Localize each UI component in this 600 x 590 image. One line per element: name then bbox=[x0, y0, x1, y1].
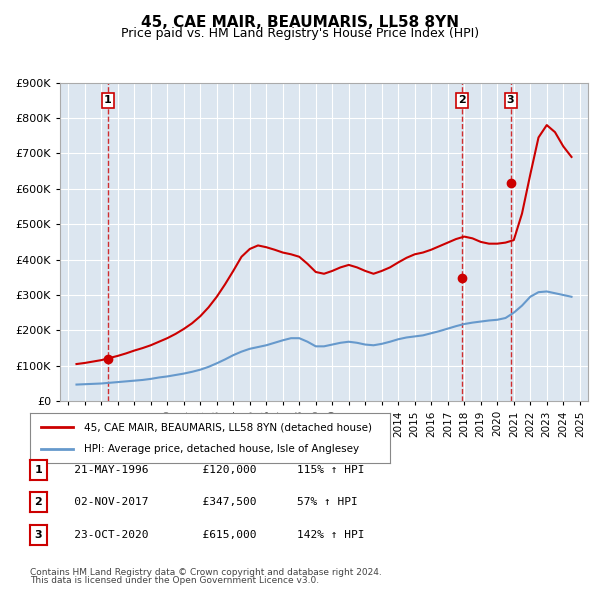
Text: Contains HM Land Registry data © Crown copyright and database right 2024.: Contains HM Land Registry data © Crown c… bbox=[30, 568, 382, 577]
Text: 1: 1 bbox=[104, 96, 112, 106]
Text: 02-NOV-2017        £347,500      57% ↑ HPI: 02-NOV-2017 £347,500 57% ↑ HPI bbox=[54, 497, 358, 507]
Text: 23-OCT-2020        £615,000      142% ↑ HPI: 23-OCT-2020 £615,000 142% ↑ HPI bbox=[54, 530, 365, 539]
Text: 2: 2 bbox=[458, 96, 466, 106]
Text: 1: 1 bbox=[35, 465, 42, 474]
Text: HPI: Average price, detached house, Isle of Anglesey: HPI: Average price, detached house, Isle… bbox=[84, 444, 359, 454]
Text: 45, CAE MAIR, BEAUMARIS, LL58 8YN (detached house): 45, CAE MAIR, BEAUMARIS, LL58 8YN (detac… bbox=[84, 422, 372, 432]
Text: 45, CAE MAIR, BEAUMARIS, LL58 8YN: 45, CAE MAIR, BEAUMARIS, LL58 8YN bbox=[141, 15, 459, 30]
Text: 2: 2 bbox=[35, 497, 42, 507]
Text: 21-MAY-1996        £120,000      115% ↑ HPI: 21-MAY-1996 £120,000 115% ↑ HPI bbox=[54, 465, 365, 474]
Text: Price paid vs. HM Land Registry's House Price Index (HPI): Price paid vs. HM Land Registry's House … bbox=[121, 27, 479, 40]
Text: 3: 3 bbox=[507, 96, 514, 106]
Text: 3: 3 bbox=[35, 530, 42, 539]
Text: This data is licensed under the Open Government Licence v3.0.: This data is licensed under the Open Gov… bbox=[30, 576, 319, 585]
